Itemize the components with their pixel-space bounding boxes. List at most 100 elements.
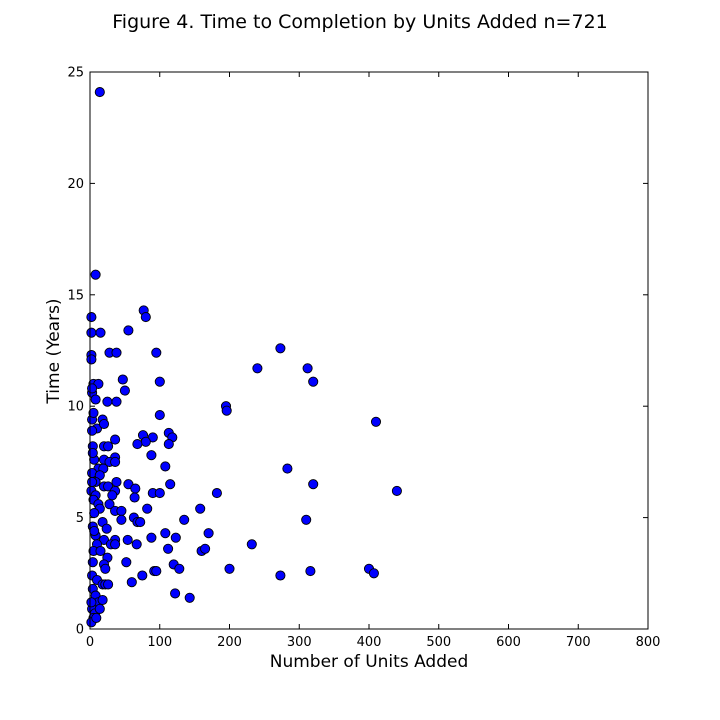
data-point [101, 523, 112, 534]
data-point [89, 508, 100, 519]
data-point [246, 539, 257, 550]
data-point [151, 347, 162, 358]
data-point [90, 394, 101, 405]
y-tick-label: 25 [67, 66, 84, 81]
data-point [103, 579, 114, 590]
data-point [211, 488, 222, 499]
data-point [98, 418, 110, 430]
data-point [146, 450, 157, 461]
data-point [103, 481, 114, 492]
data-point [308, 479, 319, 490]
data-point [302, 363, 313, 374]
data-point [110, 434, 121, 445]
data-point [160, 528, 171, 539]
data-point [123, 325, 134, 336]
data-point [107, 490, 118, 501]
data-point [282, 463, 293, 474]
data-point [95, 545, 106, 557]
x-axis-label: Number of Units Added [270, 652, 469, 672]
x-tick-label: 600 [496, 635, 521, 650]
data-points [86, 87, 402, 628]
data-point [130, 483, 141, 494]
data-point [170, 532, 181, 543]
x-tick-label: 100 [147, 635, 172, 650]
plot-frame [89, 71, 649, 630]
data-point [275, 343, 286, 354]
x-tick-label: 700 [566, 635, 591, 650]
data-point [111, 476, 122, 488]
y-axis-label: Time (Years) [44, 298, 64, 404]
data-point [160, 461, 171, 472]
data-point [221, 405, 232, 416]
data-point [116, 514, 127, 525]
data-point [195, 503, 206, 514]
data-point [275, 570, 286, 581]
data-point [110, 539, 121, 550]
data-point [391, 485, 402, 496]
data-point [308, 376, 319, 387]
x-tick-label: 800 [636, 635, 661, 650]
chart-title: Figure 4. Time to Completion by Units Ad… [112, 11, 608, 33]
data-point [135, 517, 146, 528]
data-point [86, 597, 97, 608]
y-axis-ticks: 0 5 10 15 20 25 [67, 66, 648, 638]
data-point [94, 87, 105, 98]
data-point [121, 557, 132, 568]
data-point [140, 312, 151, 323]
data-point [111, 396, 122, 407]
data-point [126, 577, 137, 588]
data-point [103, 441, 114, 452]
data-point [252, 363, 263, 374]
data-point [131, 539, 142, 550]
data-point [104, 499, 115, 510]
y-tick-label: 0 [76, 623, 84, 638]
data-point [91, 612, 102, 623]
data-point [184, 592, 195, 603]
data-point [89, 525, 100, 537]
y-tick-label: 20 [67, 177, 84, 192]
data-point [163, 439, 174, 450]
data-point [87, 383, 98, 394]
data-point [154, 410, 165, 421]
y-tick-label: 10 [67, 400, 84, 415]
data-point [88, 407, 99, 418]
data-point [122, 534, 133, 545]
data-point [163, 543, 174, 554]
y-tick-label: 5 [76, 511, 84, 526]
data-point [119, 385, 130, 396]
data-point [170, 588, 181, 599]
data-point [140, 436, 151, 447]
data-point [116, 505, 127, 516]
data-point [86, 312, 97, 323]
x-axis-ticks: 0 100 200 300 400 500 600 700 800 [86, 72, 661, 650]
data-point [110, 456, 121, 467]
data-point [174, 563, 185, 574]
data-point [146, 532, 157, 543]
data-point [142, 503, 153, 514]
data-point [301, 514, 312, 525]
x-tick-label: 500 [426, 635, 451, 650]
data-point [132, 439, 143, 450]
data-point [200, 543, 211, 554]
x-tick-label: 400 [357, 635, 382, 650]
data-point [95, 327, 106, 338]
data-point [94, 603, 105, 614]
data-point [154, 488, 165, 499]
data-point [165, 479, 176, 490]
data-point [368, 568, 379, 579]
data-point [129, 492, 140, 503]
data-point [370, 416, 382, 427]
data-point [90, 269, 101, 280]
data-point [305, 566, 316, 577]
data-point [86, 327, 97, 338]
data-point [151, 566, 162, 577]
x-tick-label: 200 [217, 635, 242, 650]
y-tick-label: 15 [67, 288, 84, 303]
data-point [179, 514, 190, 525]
data-point [224, 563, 235, 574]
data-point [87, 425, 98, 436]
data-point [86, 354, 97, 365]
data-point [87, 557, 98, 568]
x-tick-label: 0 [86, 635, 94, 650]
